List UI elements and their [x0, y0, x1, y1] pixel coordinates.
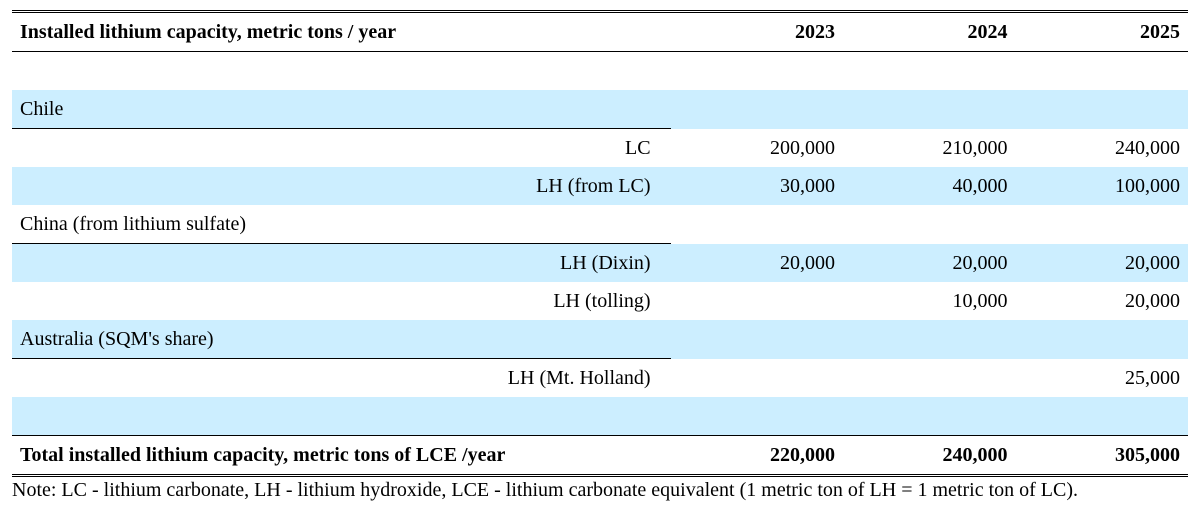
header-row: Installed lithium capacity, metric tons …: [12, 12, 1188, 52]
cell-2024: 210,000: [843, 129, 1015, 168]
total-2025: 305,000: [1016, 436, 1189, 476]
capacity-table: Installed lithium capacity, metric tons …: [12, 10, 1188, 477]
cell-2024: 10,000: [843, 282, 1015, 320]
row-label: LC: [12, 129, 671, 168]
total-2024: 240,000: [843, 436, 1015, 476]
table-title: Installed lithium capacity, metric tons …: [12, 12, 671, 52]
total-label: Total installed lithium capacity, metric…: [12, 436, 671, 476]
row-china-tolling: LH (tolling) 10,000 20,000: [12, 282, 1188, 320]
total-row: Total installed lithium capacity, metric…: [12, 436, 1188, 476]
section-australia: Australia (SQM's share): [12, 320, 1188, 359]
cell-2024: 20,000: [843, 244, 1015, 283]
cell-2025: 100,000: [1016, 167, 1189, 205]
section-label: China (from lithium sulfate): [12, 205, 671, 244]
cell-2024: 40,000: [843, 167, 1015, 205]
row-chile-lhlc: LH (from LC) 30,000 40,000 100,000: [12, 167, 1188, 205]
section-label: Chile: [12, 90, 671, 129]
section-chile: Chile: [12, 90, 1188, 129]
cell-2025: 240,000: [1016, 129, 1189, 168]
row-label: LH (Mt. Holland): [12, 359, 671, 398]
col-header-2023: 2023: [671, 12, 843, 52]
row-label: LH (tolling): [12, 282, 671, 320]
row-chile-lc: LC 200,000 210,000 240,000: [12, 129, 1188, 168]
spacer-row: [12, 52, 1188, 91]
cell-2023: 30,000: [671, 167, 843, 205]
row-label: LH (Dixin): [12, 244, 671, 283]
cell-2023: 200,000: [671, 129, 843, 168]
cell-2025: 20,000: [1016, 282, 1189, 320]
pre-total-spacer: [12, 397, 1188, 436]
cell-2023: 20,000: [671, 244, 843, 283]
cell-2025: 20,000: [1016, 244, 1189, 283]
col-header-2025: 2025: [1016, 12, 1189, 52]
col-header-2024: 2024: [843, 12, 1015, 52]
row-china-dixin: LH (Dixin) 20,000 20,000 20,000: [12, 244, 1188, 283]
cell-2023: [671, 282, 843, 320]
section-china: China (from lithium sulfate): [12, 205, 1188, 244]
row-australia-mth: LH (Mt. Holland) 25,000: [12, 359, 1188, 398]
cell-2025: 25,000: [1016, 359, 1189, 398]
footnote: Note: LC - lithium carbonate, LH - lithi…: [12, 477, 1188, 502]
cell-2023: [671, 359, 843, 398]
section-label: Australia (SQM's share): [12, 320, 671, 359]
total-2023: 220,000: [671, 436, 843, 476]
row-label: LH (from LC): [12, 167, 671, 205]
cell-2024: [843, 359, 1015, 398]
